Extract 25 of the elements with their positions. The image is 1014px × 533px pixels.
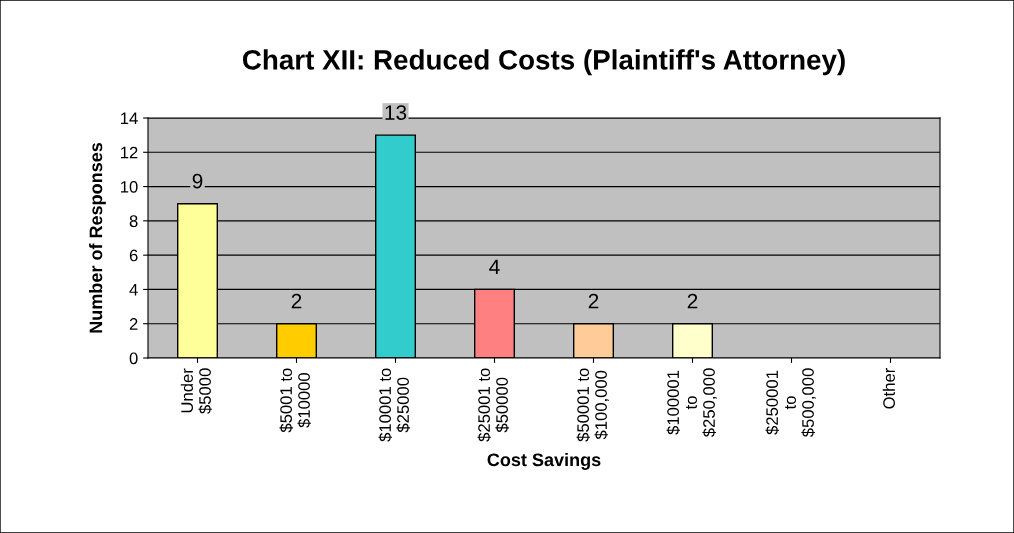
x-tick-label: $250001 to $500,000: [765, 368, 816, 438]
y-tick-label: 14: [121, 112, 138, 125]
y-tick-label: 0: [129, 352, 138, 365]
data-label: 2: [291, 293, 302, 309]
x-tick-label: $50001 to $100,000: [576, 368, 609, 442]
y-tick-label: 8: [129, 215, 138, 228]
data-label: 9: [192, 173, 203, 189]
data-label: 2: [687, 293, 698, 309]
y-tick-label: 6: [129, 249, 138, 262]
x-tick-label: $5001 to $10000: [279, 368, 311, 433]
y-axis-title: Number of Responses: [89, 142, 106, 333]
y-tick-label: 10: [121, 180, 138, 193]
x-tick-label: Other: [882, 368, 895, 409]
x-tick-label: Under $5000: [180, 368, 212, 414]
x-axis-title: Cost Savings: [487, 452, 601, 470]
data-label: 13: [385, 105, 407, 120]
y-tick-label: 12: [121, 146, 138, 159]
chart-title: Chart XII: Reduced Costs (Plaintiff's Attorney): [242, 49, 845, 76]
data-label: 4: [489, 259, 500, 274]
x-tick-label: $100001 to $250,000: [666, 368, 717, 438]
x-tick-label: $10001 to $25000: [378, 368, 410, 442]
data-label: 2: [588, 293, 599, 309]
y-tick-label: 2: [129, 318, 138, 330]
x-tick-label: $25001 to $50000: [477, 368, 509, 442]
y-tick-label: 4: [129, 284, 138, 296]
